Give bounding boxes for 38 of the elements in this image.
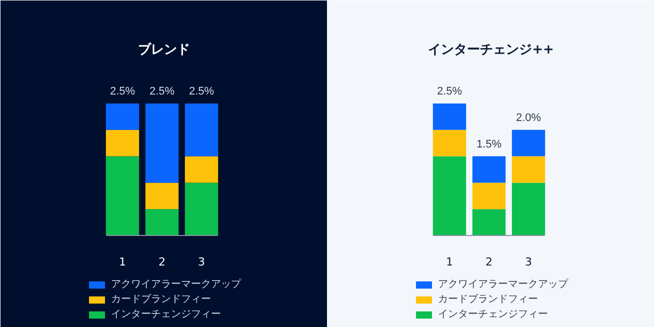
annotation: 2.0% xyxy=(516,112,542,124)
bar xyxy=(472,209,506,236)
legend-label: インターチェンジフィー xyxy=(438,308,548,321)
legend-label: アクワイアラーマークアップ xyxy=(111,278,241,291)
bar xyxy=(432,156,466,236)
annotation: 2.5% xyxy=(436,86,462,98)
x-tick-label: 2 xyxy=(158,256,166,268)
annotation: 2.5% xyxy=(188,86,214,98)
bar xyxy=(512,130,546,156)
legend-label: カードブランドフィー xyxy=(111,292,211,306)
x-tick-label: 1 xyxy=(446,256,453,268)
bar xyxy=(145,182,179,210)
bar xyxy=(184,156,218,183)
bar xyxy=(106,104,140,130)
bar xyxy=(432,104,466,130)
x-tick-label: 3 xyxy=(525,256,532,268)
bar xyxy=(145,209,179,236)
bar xyxy=(472,156,506,183)
annotation: 2.5% xyxy=(110,86,136,98)
bar xyxy=(106,156,140,236)
bar xyxy=(472,182,506,210)
bar xyxy=(512,156,546,183)
bar xyxy=(432,130,466,156)
bar xyxy=(184,104,218,156)
bar xyxy=(145,104,179,183)
annotation: 2.5% xyxy=(149,86,175,98)
x-tick-label: 1 xyxy=(119,256,126,268)
bar xyxy=(106,130,140,156)
legend-label: カードブランドフィー xyxy=(438,292,538,306)
x-tick-label: 3 xyxy=(198,256,205,268)
legend-label: インターチェンジフィー xyxy=(111,308,221,321)
bar xyxy=(184,182,218,236)
chart-title: ブレンド xyxy=(138,42,190,58)
annotation: 1.5% xyxy=(476,138,502,150)
bar xyxy=(512,182,546,236)
legend-label: アクワイアラーマークアップ xyxy=(438,278,568,291)
x-tick-label: 2 xyxy=(486,256,492,268)
chart-title: インターチェンジ++ xyxy=(428,42,554,58)
